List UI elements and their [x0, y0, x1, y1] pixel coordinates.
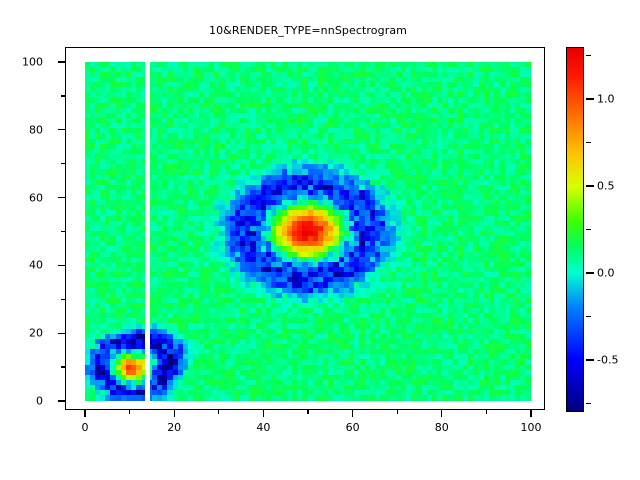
x-tick-minor: [128, 410, 131, 414]
x-tick: [441, 410, 443, 417]
colorbar-tick-minor: [586, 315, 591, 318]
x-tick-label: 60: [345, 421, 360, 434]
y-tick: [58, 332, 65, 334]
y-tick-label: 40: [29, 258, 43, 272]
y-tick-minor: [61, 95, 65, 97]
y-tick-label: 60: [29, 191, 43, 205]
y-tick-label: 100: [22, 55, 43, 69]
y-tick-label: 20: [29, 326, 43, 340]
page-title: 10&RENDER_TYPE=nnSpectrogram: [208, 24, 407, 37]
colorbar-tick: [586, 272, 594, 274]
colorbar-gradient: [567, 48, 583, 411]
x-tick: [173, 410, 175, 417]
colorbar-tick-minor: [586, 55, 591, 57]
x-tick: [84, 410, 86, 417]
x-tick-minor: [218, 410, 220, 414]
colorbar-tick-label: 0.0: [597, 266, 615, 280]
y-tick: [58, 61, 65, 63]
x-tick-label: 20: [167, 421, 182, 434]
colorbar-tick-minor: [586, 402, 591, 404]
x-tick: [262, 410, 265, 417]
colorbar-tick-label: 1.0: [597, 92, 615, 106]
y-tick: [58, 400, 65, 402]
heatmap-image: [85, 62, 531, 401]
masked-column: [145, 62, 150, 401]
x-tick-minor: [485, 410, 488, 414]
y-tick-minor: [61, 230, 65, 233]
colorbar-tick-minor: [586, 228, 591, 231]
colorbar-tick-minor: [586, 141, 591, 144]
y-tick-minor: [61, 366, 65, 368]
x-tick-label: 40: [256, 421, 271, 434]
x-tick-label: 100: [520, 421, 542, 434]
colorbar-tick-label: 0.5: [597, 179, 615, 193]
y-tick-minor: [61, 163, 65, 165]
y-tick: [58, 264, 65, 267]
colorbar-tick: [586, 98, 594, 100]
x-tick-minor: [396, 410, 398, 414]
x-tick: [351, 410, 354, 417]
y-tick-minor: [61, 298, 65, 300]
heatmap-canvas: [85, 62, 531, 401]
y-tick: [58, 196, 65, 199]
x-tick: [530, 410, 532, 417]
y-tick-label: 0: [36, 394, 43, 408]
colorbar-tick: [586, 185, 594, 187]
x-tick-label: 0: [81, 421, 89, 434]
colorbar: [566, 47, 584, 412]
y-tick-label: 80: [29, 123, 43, 137]
x-tick-minor: [307, 410, 309, 414]
colorbar-tick-label: -0.5: [597, 353, 619, 367]
y-tick: [58, 129, 65, 131]
x-tick-label: 80: [434, 421, 449, 434]
colorbar-tick: [586, 359, 594, 361]
